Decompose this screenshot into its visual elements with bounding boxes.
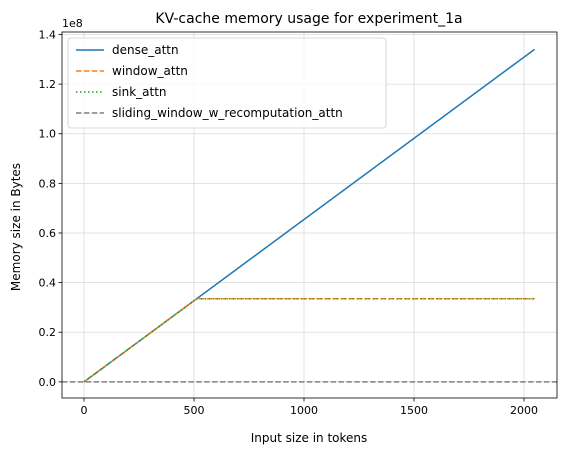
x-tick-label: 0 bbox=[81, 404, 88, 417]
y-tick-label: 0.6 bbox=[39, 227, 57, 240]
y-axis-label: Memory size in Bytes bbox=[9, 163, 23, 291]
y-tick-label: 1.2 bbox=[39, 78, 57, 91]
legend: dense_attn window_attn sink_attn sliding_wi… bbox=[67, 37, 387, 129]
x-tick-label: 1000 bbox=[290, 404, 318, 417]
series-line-sink_attn bbox=[83, 297, 535, 383]
y-tick-label: 0.0 bbox=[39, 376, 57, 389]
legend-box bbox=[67, 37, 387, 129]
series-line-window_attn bbox=[83, 297, 535, 383]
legend-label: dense_attn bbox=[112, 43, 179, 57]
y-tick-label: 1.0 bbox=[39, 128, 57, 141]
x-axis-label: Input size in tokens bbox=[251, 431, 368, 445]
plot-frame bbox=[61, 31, 558, 399]
y-tick-label: 1.4 bbox=[39, 28, 57, 41]
series-lines bbox=[62, 48, 557, 383]
chart-title: KV-cache memory usage for experiment_1a bbox=[155, 11, 462, 27]
y-tick-label: 0.4 bbox=[39, 277, 57, 290]
x-tick-label: 500 bbox=[184, 404, 205, 417]
x-tick-label: 1500 bbox=[400, 404, 428, 417]
x-tick-label: 2000 bbox=[510, 404, 538, 417]
y-tick-label: 0.2 bbox=[39, 326, 57, 339]
y-tick-label: 0.8 bbox=[39, 177, 57, 190]
y-axis-offset-text: 1e8 bbox=[62, 17, 83, 30]
legend-label: sliding_window_w_recomputation_attn bbox=[112, 106, 343, 120]
legend-label: window_attn bbox=[112, 64, 188, 78]
axis-ticks: 0 500 1000 1500 2000 0.0 0.2 0.4 0.6 0.8 1.0 1.2 1.4 bbox=[39, 28, 539, 417]
legend-label: sink_attn bbox=[112, 85, 167, 99]
